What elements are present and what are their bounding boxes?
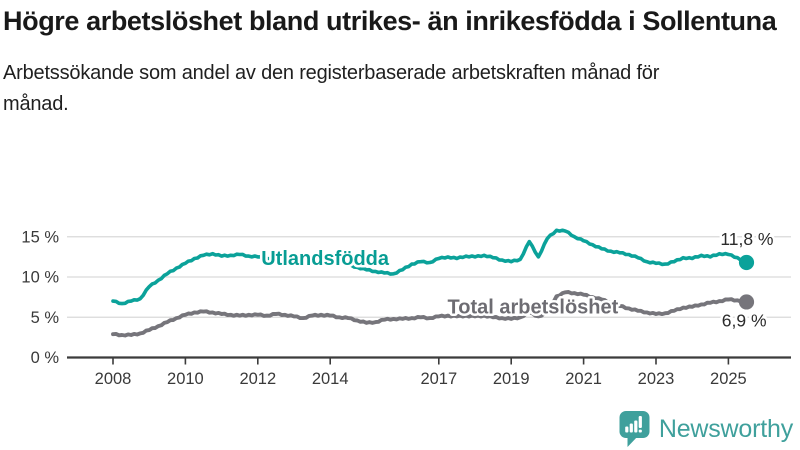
- foreign-born-series-label: Utlandsfödda: [261, 248, 390, 270]
- x-axis-tick-label: 2025: [710, 370, 747, 388]
- page-title: Högre arbetslöshet bland utrikes- än inr…: [3, 6, 777, 36]
- page-subtitle: Arbetssökande som andel av den registerb…: [3, 61, 660, 115]
- gridlines: [67, 236, 791, 318]
- total-end-value-label: 6,9 %: [722, 310, 767, 330]
- y-axis-tick-label: 10 %: [21, 269, 59, 287]
- x-axis-tick-label: 2017: [420, 370, 457, 388]
- total-series-label: Total arbetslöshet: [448, 296, 619, 318]
- total-end-dot: [738, 294, 755, 310]
- x-axis-tick-label: 2008: [95, 370, 132, 388]
- y-axis-tick-label: 5 %: [31, 309, 60, 327]
- chart-header: Högre arbetslöshet bland utrikes- än inr…: [3, 4, 797, 120]
- x-axis-tick-label: 2021: [565, 370, 602, 388]
- foreign-born-line: [111, 228, 749, 306]
- total-unemployment-line: [111, 290, 749, 338]
- newsworthy-logo: Newsworthy: [618, 410, 793, 448]
- newsworthy-bubble-chart-icon: [619, 411, 650, 447]
- x-axis-tick-label: 2014: [312, 370, 349, 388]
- chart-labels: 0 % 5 % 10 % 15 % 2008 2010 2012 2014 2017 2019 20…: [21, 227, 776, 388]
- series-lines: [111, 228, 755, 338]
- y-axis-tick-label: 0 %: [31, 349, 60, 367]
- x-axis-tick-label: 2012: [239, 370, 276, 388]
- foreign-born-end-dot: [738, 254, 755, 271]
- x-axis-tick-label: 2023: [638, 370, 675, 388]
- x-axis-tick-label: 2010: [167, 370, 204, 388]
- foreign-born-end-value-label: 11,8 %: [720, 229, 773, 249]
- y-axis-tick-label: 15 %: [21, 228, 59, 246]
- x-axis: [67, 356, 791, 365]
- x-axis-tick-label: 2019: [493, 370, 530, 388]
- newsworthy-logo-text: Newsworthy: [658, 415, 793, 443]
